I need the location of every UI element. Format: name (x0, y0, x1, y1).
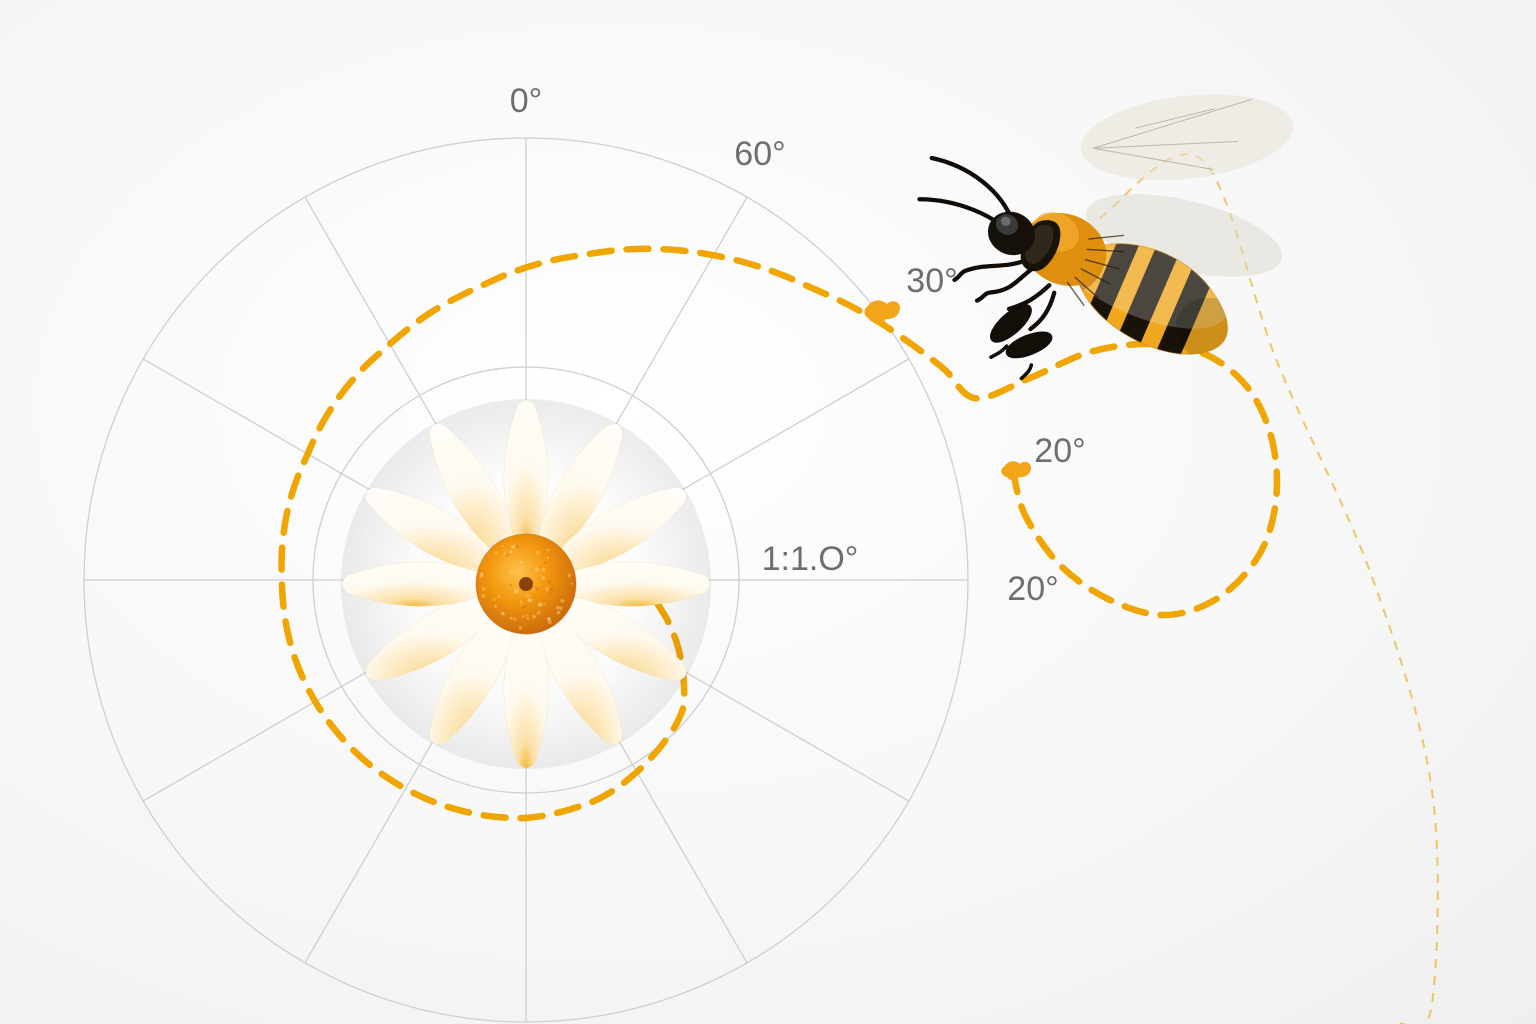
svg-text:0°: 0° (510, 82, 543, 120)
svg-text:20°: 20° (1034, 432, 1085, 470)
svg-text:20°: 20° (1007, 570, 1058, 608)
svg-text:1:1.O°: 1:1.O° (762, 540, 859, 578)
svg-text:60°: 60° (734, 135, 785, 173)
svg-text:30°: 30° (906, 262, 957, 300)
